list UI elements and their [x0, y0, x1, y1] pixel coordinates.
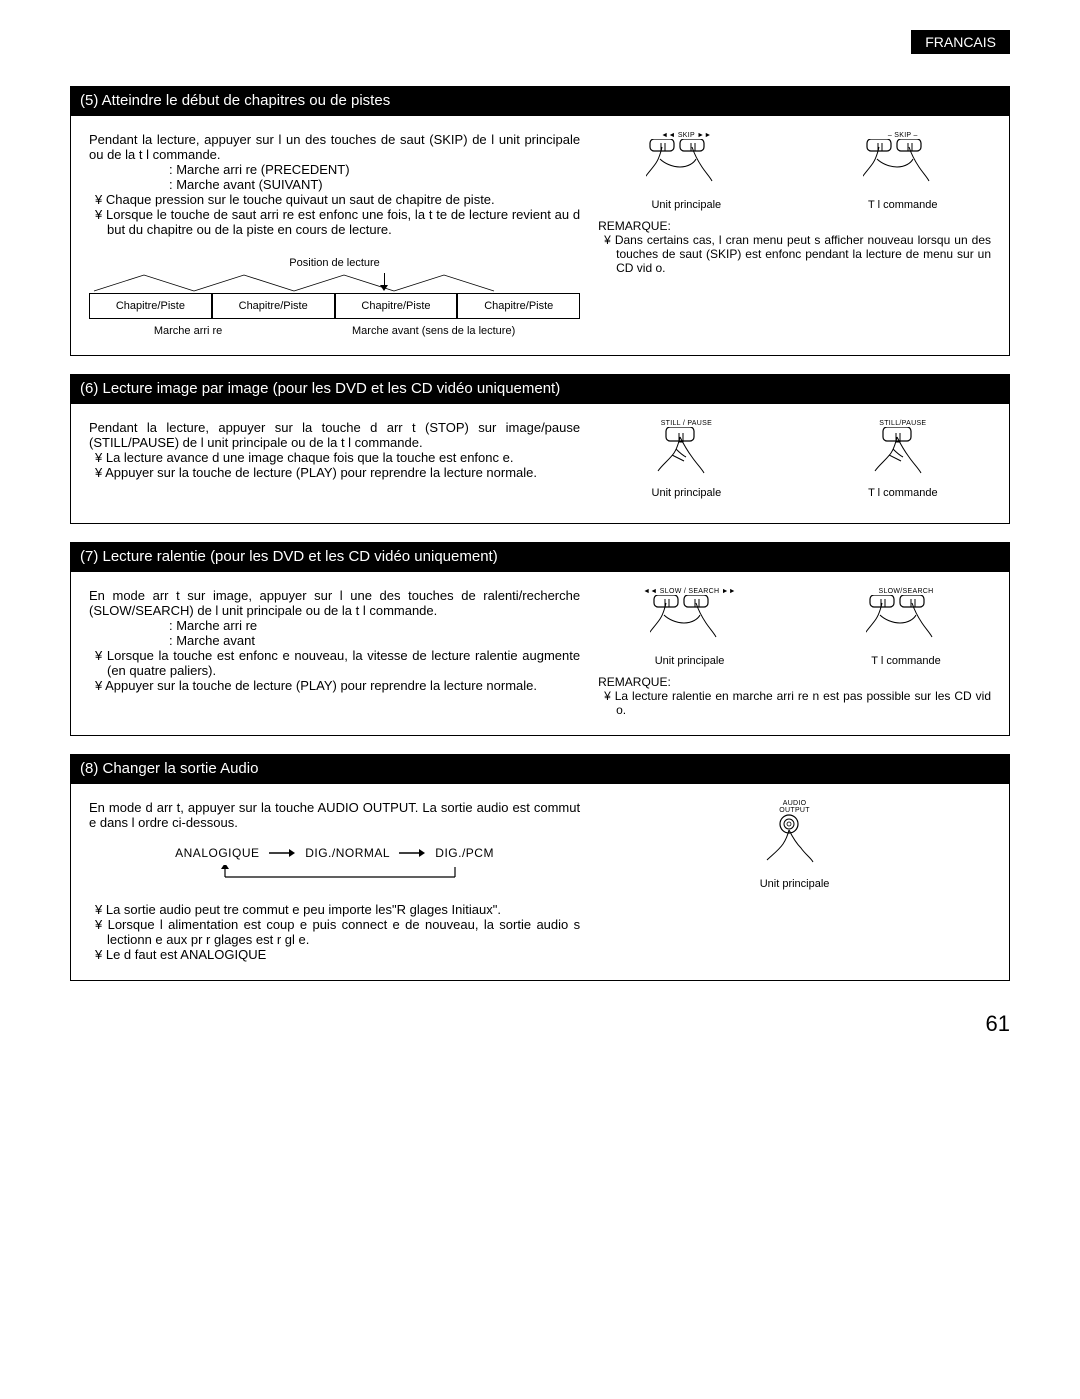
section-6-header: (6) Lecture image par image (pour les DV…	[70, 374, 1010, 403]
s8-b2: Lorsque l alimentation est coup e puis c…	[89, 917, 580, 947]
chapter-cell: Chapitre/Piste	[335, 293, 458, 319]
page-number: 61	[70, 1011, 1010, 1037]
back-label: Marche arri re	[154, 325, 222, 337]
s5-b2: Lorsque le touche de saut arri re est en…	[89, 207, 580, 237]
arrow-icon	[269, 847, 295, 861]
chapter-cell: Chapitre/Piste	[212, 293, 335, 319]
flow-digpcm: DIG./PCM	[435, 846, 494, 860]
still-remote-diagram: STILL/PAUSE T l commande	[868, 420, 938, 499]
s6-b1: La lecture avance d une image chaque foi…	[89, 450, 580, 465]
unit-main-label: Unit principale	[643, 655, 736, 667]
loop-arrow-icon	[205, 865, 465, 883]
s8-para1: En mode d arr t, appuyer sur la touche A…	[89, 800, 580, 830]
s7-fwd: : Marche avant	[89, 633, 580, 648]
unit-remote-label: T l commande	[866, 655, 946, 667]
unit-main-label: Unit principale	[760, 878, 830, 890]
s7-remarque-title: REMARQUE:	[598, 675, 991, 689]
language-tag: FRANCAIS	[911, 30, 1010, 54]
s7-remarque-text: La lecture ralentie en marche arri re n …	[598, 689, 991, 717]
skip-remote-diagram: – SKIP – T l commande	[863, 132, 943, 211]
unit-main-label: Unit principale	[652, 487, 722, 499]
s6-para1: Pendant la lecture, appuyer sur la touch…	[89, 420, 580, 450]
section-7-box: En mode arr t sur image, appuyer sur l u…	[70, 571, 1010, 736]
audio-flow: ANALOGIQUE DIG./NORMAL DIG./PCM	[89, 846, 580, 886]
chapter-cell: Chapitre/Piste	[457, 293, 580, 319]
section-7-header: (7) Lecture ralentie (pour les DVD et le…	[70, 542, 1010, 571]
still-main-diagram: STILL / PAUSE Unit principale	[652, 420, 722, 499]
flow-dignormal: DIG./NORMAL	[305, 846, 389, 860]
chapter-cell: Chapitre/Piste	[89, 293, 212, 319]
skip-main-diagram: ◄◄ SKIP ►► Unit principale	[646, 132, 726, 211]
section-6-box: Pendant la lecture, appuyer sur la touch…	[70, 403, 1010, 524]
s5-remarque-title: REMARQUE:	[598, 219, 991, 233]
section-5-header: (5) Atteindre le début de chapitres ou d…	[70, 86, 1010, 115]
unit-remote-label: T l commande	[863, 199, 943, 211]
s7-b1: Lorsque la touche est enfonc e nouveau, …	[89, 648, 580, 678]
s6-b2: Appuyer sur la touche de lecture (PLAY) …	[89, 465, 580, 480]
s7-back: : Marche arri re	[89, 618, 580, 633]
section-8-header: (8) Changer la sortie Audio	[70, 754, 1010, 783]
flow-analogique: ANALOGIQUE	[175, 846, 259, 860]
unit-main-label: Unit principale	[646, 199, 726, 211]
unit-remote-label: T l commande	[868, 487, 938, 499]
audio-output-diagram: AUDIO OUTPUT Unit principale	[760, 800, 830, 890]
s8-b1: La sortie audio peut tre commut e peu im…	[89, 902, 580, 917]
s5-prev: : Marche arri re (PRECEDENT)	[89, 162, 580, 177]
section-8-box: En mode d arr t, appuyer sur la touche A…	[70, 783, 1010, 981]
arrow-icon	[399, 847, 425, 861]
s5-remarque-text: Dans certains cas, l cran menu peut s af…	[598, 233, 991, 275]
s8-b3: Le d faut est ANALOGIQUE	[89, 947, 580, 962]
s5-b1: Chaque pression sur le touche quivaut un…	[89, 192, 580, 207]
slow-remote-diagram: SLOW/SEARCH T l commande	[866, 588, 946, 667]
position-label: Position de lecture	[89, 257, 580, 269]
s5-next: : Marche avant (SUIVANT)	[89, 177, 580, 192]
s7-para1: En mode arr t sur image, appuyer sur l u…	[89, 588, 580, 618]
chapter-diagram: Position de lecture Chapitre/Piste Chapi…	[89, 257, 580, 337]
fwd-label: Marche avant (sens de la lecture)	[352, 325, 515, 337]
section-5-box: Pendant la lecture, appuyer sur l un des…	[70, 115, 1010, 356]
s7-b2: Appuyer sur la touche de lecture (PLAY) …	[89, 678, 580, 693]
s5-para1: Pendant la lecture, appuyer sur l un des…	[89, 132, 580, 162]
slow-main-diagram: ◄◄ SLOW / SEARCH ►► Unit principale	[643, 588, 736, 667]
